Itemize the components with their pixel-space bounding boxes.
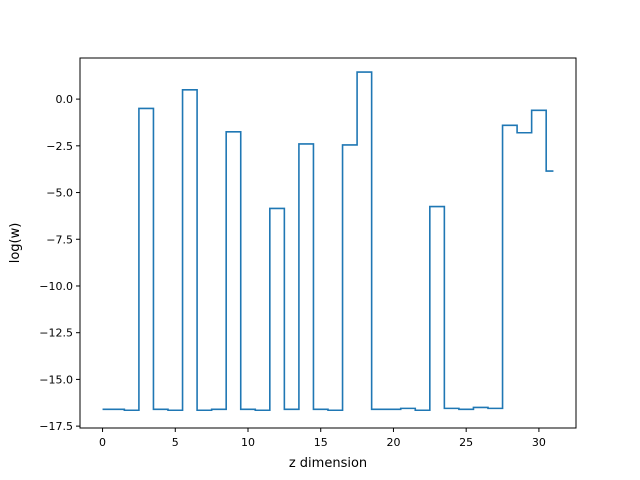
x-tick-label: 25: [459, 436, 473, 449]
y-axis-label: log(w): [8, 223, 23, 264]
x-tick-label: 5: [172, 436, 179, 449]
series-line: [102, 71, 554, 412]
y-tick-label: 0.0: [56, 93, 74, 106]
x-tick-label: 0: [99, 436, 106, 449]
x-axis-label: z dimension: [289, 456, 367, 471]
x-tick-label: 30: [532, 436, 546, 449]
y-tick-label: −10.0: [39, 280, 73, 293]
y-tick-label: −5.0: [46, 187, 73, 200]
y-tick-label: −12.5: [39, 327, 73, 340]
y-tick-label: −2.5: [46, 140, 73, 153]
x-tick-label: 10: [241, 436, 255, 449]
y-tick-label: −15.0: [39, 373, 73, 386]
x-tick-label: 15: [314, 436, 328, 449]
plot-layer: [102, 71, 554, 412]
x-axis: 0 5 10 15 20 25 30: [99, 428, 546, 449]
x-tick-label: 20: [386, 436, 400, 449]
plot-frame: [79, 57, 577, 429]
y-axis: −17.5 −15.0 −12.5 −10.0 −7.5 −5.0 −2.5 0.0: [39, 93, 80, 433]
y-tick-label: −7.5: [46, 233, 73, 246]
y-tick-label: −17.5: [39, 420, 73, 433]
